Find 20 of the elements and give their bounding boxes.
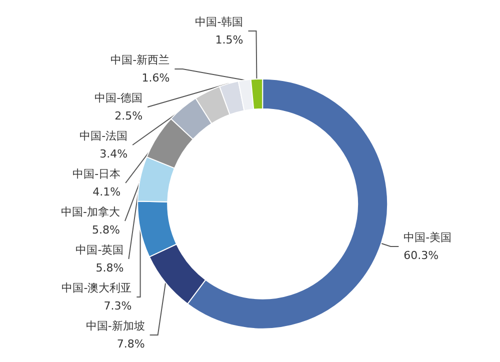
data-label: 4.1% (92, 186, 121, 198)
data-label: 1.6% (142, 72, 170, 84)
slice-label: 中国-新加坡 (86, 320, 145, 332)
slice-label: 中国-英国 (76, 244, 124, 256)
slice-label: 中国-德国 (94, 92, 143, 104)
data-label: 7.8% (116, 338, 145, 350)
slice-label: 中国-加拿大 (60, 206, 120, 218)
slice-label: 中国-日本 (72, 168, 121, 180)
data-label: 5.8% (96, 262, 124, 274)
data-label: 3.4% (100, 148, 128, 160)
data-label: 2.5% (114, 110, 143, 122)
slice-label: 中国-新西兰 (110, 54, 170, 66)
data-label: 7.3% (104, 300, 132, 312)
data-label: 5.8% (92, 224, 120, 236)
slice-label: 中国-法国 (80, 130, 128, 142)
data-label: 1.5% (215, 34, 244, 46)
slice-label: 中国-美国 (404, 231, 452, 244)
slice-label: 中国-韩国 (195, 16, 244, 28)
slice-label: 中国-澳大利亚 (62, 282, 132, 294)
data-label: 60.3% (404, 249, 439, 262)
